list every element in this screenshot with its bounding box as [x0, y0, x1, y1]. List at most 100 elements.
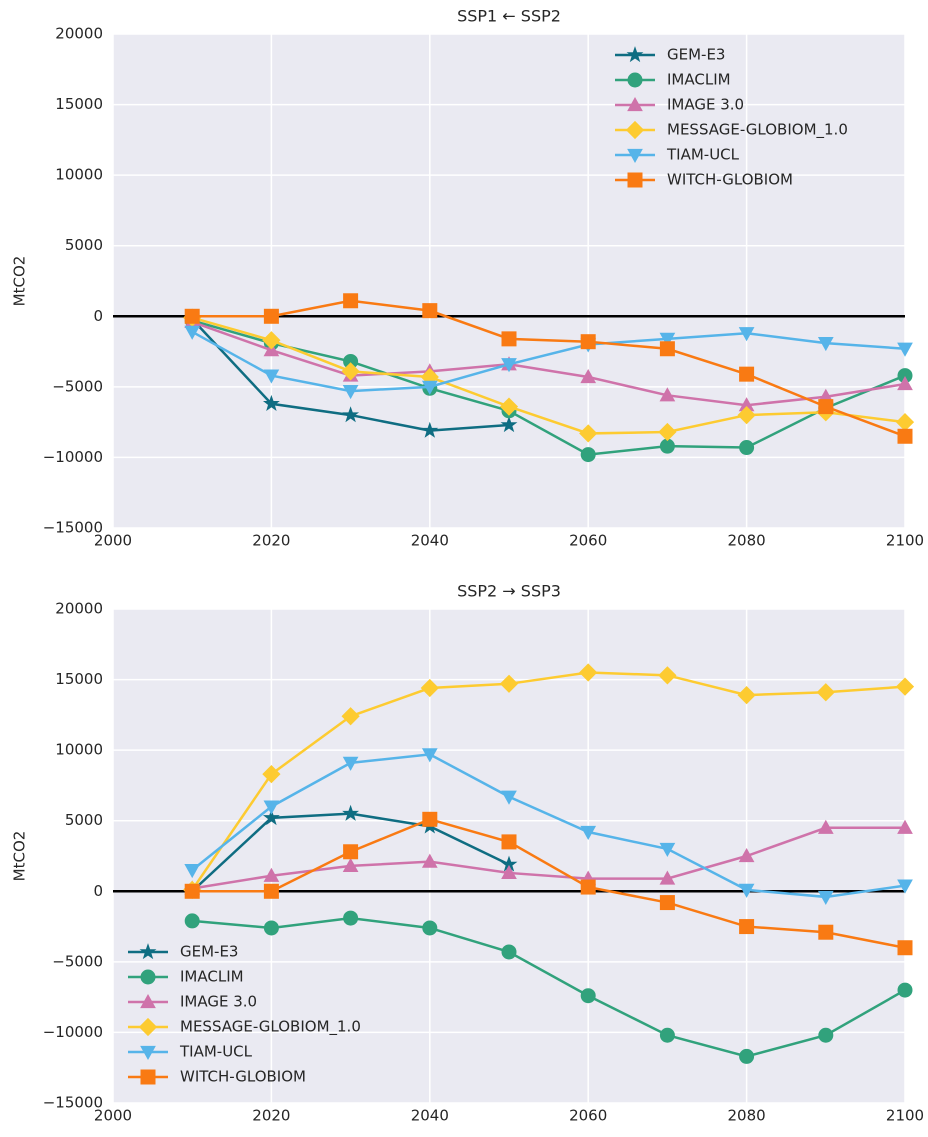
marker	[627, 148, 643, 164]
marker	[738, 883, 755, 898]
marker	[499, 397, 519, 416]
marker	[422, 303, 438, 319]
marker	[739, 1048, 755, 1064]
legend-label: MESSAGE-GLOBIOM_1.0	[667, 121, 848, 140]
marker	[818, 399, 834, 415]
marker	[342, 804, 360, 821]
marker	[140, 993, 156, 1009]
marker	[658, 666, 677, 685]
legend-label: IMAGE 3.0	[667, 96, 744, 114]
series-line	[191, 319, 906, 456]
marker	[818, 924, 834, 940]
marker	[579, 663, 598, 682]
marker	[342, 384, 359, 400]
marker	[659, 332, 676, 347]
marker	[897, 428, 913, 444]
marker	[739, 440, 755, 456]
marker	[343, 910, 359, 926]
y-tick-label: −10000	[43, 448, 103, 466]
y-tick-label: 5000	[65, 811, 103, 829]
series-line	[192, 817, 906, 949]
marker	[627, 172, 643, 188]
marker	[420, 678, 439, 698]
marker	[897, 376, 913, 391]
marker	[140, 1045, 156, 1061]
marker	[580, 825, 597, 841]
marker	[501, 790, 517, 805]
y-tick-label: 0	[93, 307, 103, 325]
marker	[263, 369, 280, 384]
legend-label: GEM-E3	[180, 943, 238, 961]
x-tick-label: 2100	[886, 1107, 924, 1125]
series-line	[191, 316, 906, 435]
y-tick-label: 20000	[55, 600, 103, 618]
legend-label: MESSAGE-GLOBIOM_1.0	[180, 1018, 361, 1037]
y-tick-label: 0	[93, 882, 103, 900]
marker	[817, 890, 834, 905]
marker	[343, 844, 359, 860]
y-tick-label: 15000	[55, 670, 103, 688]
marker	[263, 342, 280, 357]
marker	[263, 920, 279, 936]
x-tick-label: 2040	[411, 532, 449, 550]
marker	[342, 406, 360, 423]
marker	[263, 867, 280, 882]
y-tick-label: −10000	[43, 1023, 103, 1041]
marker	[580, 447, 596, 463]
series-line	[191, 330, 906, 393]
marker	[659, 842, 676, 857]
y-tick-label: −5000	[52, 952, 103, 970]
marker	[738, 327, 755, 342]
x-tick-label: 2020	[252, 1107, 290, 1125]
series-line	[191, 753, 906, 899]
marker	[897, 879, 913, 894]
marker	[501, 358, 517, 373]
marker	[422, 811, 438, 827]
marker	[263, 308, 279, 324]
series-line	[191, 671, 906, 891]
marker	[139, 943, 157, 960]
x-tick-label: 2060	[569, 1107, 607, 1125]
marker	[342, 756, 359, 771]
series-line	[191, 320, 906, 407]
marker	[897, 342, 913, 357]
marker	[627, 96, 643, 112]
marker	[580, 879, 596, 895]
x-tick-label: 2040	[411, 1107, 449, 1125]
x-tick-label: 2060	[569, 532, 607, 550]
y-tick-label: −15000	[43, 1094, 103, 1112]
marker	[501, 944, 517, 960]
marker	[659, 870, 676, 885]
marker	[659, 341, 675, 357]
marker	[818, 1027, 834, 1043]
x-tick-label: 2020	[252, 532, 290, 550]
marker	[897, 982, 913, 998]
series-line	[192, 916, 906, 1058]
marker	[184, 325, 201, 340]
marker	[816, 683, 835, 702]
y-tick-label: 5000	[65, 236, 103, 254]
marker	[580, 988, 596, 1004]
marker	[421, 380, 438, 395]
marker	[659, 895, 675, 911]
marker	[737, 405, 756, 425]
marker	[501, 834, 517, 850]
marker	[422, 920, 438, 936]
marker	[184, 308, 200, 324]
marker	[262, 765, 281, 784]
marker	[895, 677, 915, 696]
marker	[263, 800, 280, 815]
marker	[500, 416, 518, 433]
marker	[737, 685, 756, 705]
y-tick-label: −15000	[43, 519, 103, 537]
legend-label: WITCH-GLOBIOM	[667, 171, 793, 189]
marker	[659, 1027, 675, 1043]
marker	[897, 819, 913, 834]
marker	[626, 46, 644, 63]
marker	[499, 674, 519, 693]
legend-label: TIAM-UCL	[666, 146, 740, 164]
series-line	[192, 299, 906, 438]
marker	[263, 883, 279, 899]
legend-label: TIAM-UCL	[179, 1043, 253, 1061]
